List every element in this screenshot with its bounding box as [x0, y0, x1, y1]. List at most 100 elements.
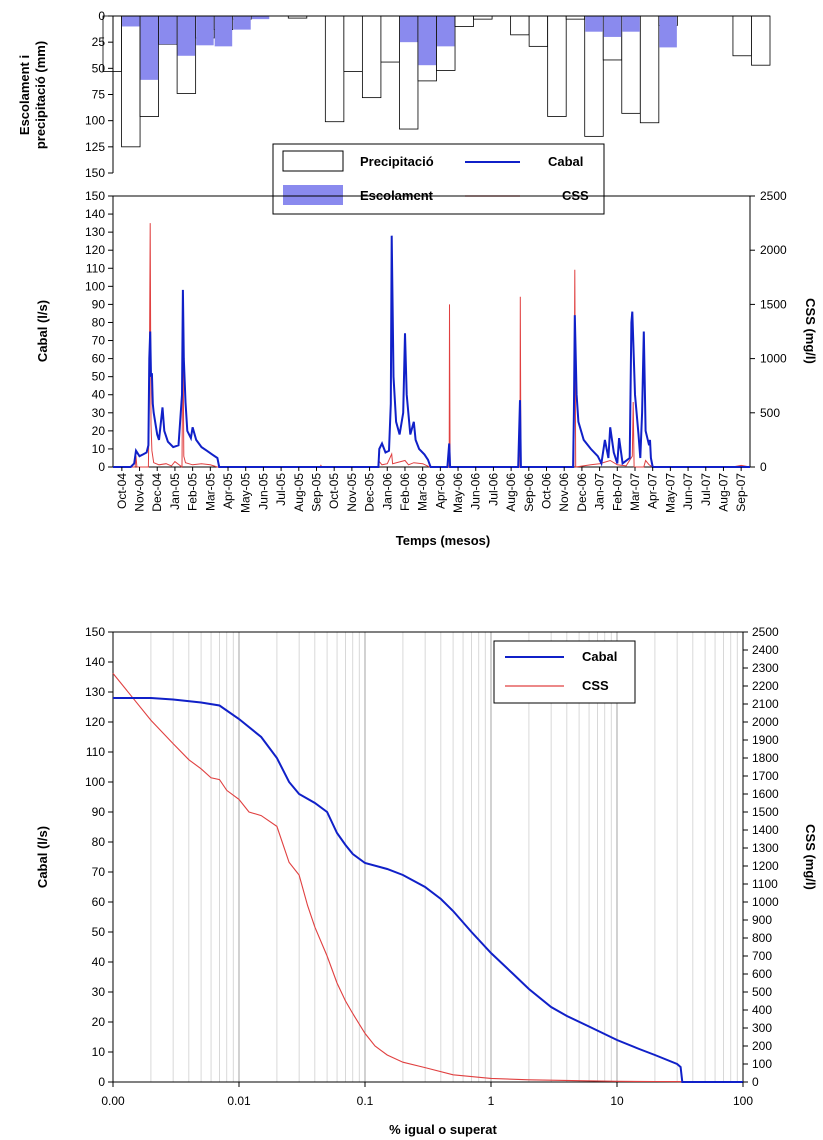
p2-xtick-label-21: Jul-06 — [486, 473, 500, 506]
p2-xtick-label-7: May-05 — [239, 473, 253, 513]
p2-xtick-label-19: May-06 — [451, 473, 465, 513]
runoff-bar-30 — [659, 16, 677, 48]
p3-ytick-label-11: 110 — [86, 745, 105, 759]
p3-ytick-label-7: 70 — [92, 865, 106, 879]
p2-ytick-label-14: 140 — [85, 207, 105, 221]
p3-ytick-label-2: 20 — [92, 1015, 106, 1029]
p3-ytick-r-label-17: 1700 — [752, 769, 779, 783]
p2-ytick-label-2: 20 — [92, 424, 106, 438]
p3-ytick-label-14: 140 — [85, 655, 105, 669]
p3-ytick-r-label-22: 2200 — [752, 679, 779, 693]
p2-ytick-label-6: 60 — [92, 352, 106, 366]
p3-legend-label-css: CSS — [582, 678, 609, 693]
p1-ytick-label-0: 0 — [98, 9, 105, 23]
p2-xtick-label-26: Dec-06 — [575, 473, 589, 512]
p1-ytick-label-3: 75 — [92, 88, 106, 102]
p2-ytick-label-12: 120 — [85, 243, 105, 257]
p2-ytick-label-3: 30 — [92, 406, 106, 420]
p1-ytick-label-4: 100 — [85, 114, 105, 128]
p3-xtick-label-1: 0.01 — [227, 1094, 251, 1108]
p2-xtick-label-3: Jan-05 — [168, 473, 182, 510]
p1-y-label-line2: precipitació (mm) — [33, 41, 48, 149]
p3-plot-frame — [112, 631, 744, 1083]
p3-ytick-r-label-1: 100 — [752, 1057, 772, 1071]
runoff-bar-16 — [399, 16, 418, 43]
p2-ytick-label-0: 0 — [98, 460, 105, 474]
runoff-bar-27 — [603, 16, 622, 37]
legend: Precipitació Cabal Escolament CSS — [272, 143, 605, 215]
p2-ytick-label-15: 150 — [85, 189, 105, 203]
precip-bar-35 — [751, 15, 771, 66]
runoff-bar-5 — [196, 16, 214, 46]
p3-ytick-r-label-15: 1500 — [752, 805, 779, 819]
p2-ytick-label-1: 10 — [92, 442, 106, 456]
p3-ytick-label-9: 90 — [92, 805, 106, 819]
p3-ytick-label-1: 10 — [92, 1045, 106, 1059]
precip-bar-12 — [324, 15, 345, 123]
runoff-bar-17 — [418, 16, 436, 66]
p3-css-curve — [112, 673, 744, 1083]
p2-y-label: Cabal (l/s) — [35, 300, 50, 362]
runoff-bar-18 — [437, 16, 455, 47]
p2-ytick-r-label-4: 2000 — [760, 243, 787, 257]
p2-xtick-label-14: Dec-05 — [363, 473, 377, 512]
p2-xtick-label-27: Jan-07 — [593, 473, 607, 510]
p3-ytick-label-8: 80 — [92, 835, 106, 849]
p2-xtick-label-31: May-07 — [663, 473, 677, 513]
runoff-bar-6 — [214, 16, 233, 47]
p3-xtick-label-5: 100 — [733, 1094, 753, 1108]
p2-xtick-label-33: Jul-07 — [699, 473, 713, 506]
p1-ytick-label-1: 25 — [92, 35, 106, 49]
precip-bar-14 — [361, 15, 382, 99]
p2-ytick-label-11: 110 — [86, 261, 105, 275]
p2-ytick-r-label-1: 500 — [760, 406, 780, 420]
precipitation-runoff-chart: 0 25 50 75 100 125 150 Escolament i precipitac… — [17, 9, 771, 215]
p1-y-label-line1: Escolament i — [17, 55, 32, 135]
p3-ytick-label-15: 150 — [85, 625, 105, 639]
precip-bar-13 — [343, 15, 363, 72]
p2-y-label-right: CSS (mg/l) — [803, 298, 818, 364]
p2-xtick-label-22: Aug-06 — [504, 473, 518, 512]
p3-ytick-r-label-21: 2100 — [752, 697, 779, 711]
p3-ytick-r-label-19: 1900 — [752, 733, 779, 747]
p1-ytick-label-5: 125 — [85, 140, 105, 154]
p3-ytick-r-label-8: 800 — [752, 931, 772, 945]
p2-ytick-label-4: 40 — [92, 388, 106, 402]
p3-x-label: % igual o superat — [389, 1122, 497, 1137]
p2-ytick-label-13: 130 — [85, 225, 105, 239]
p3-ytick-r-label-2: 200 — [752, 1039, 772, 1053]
p3-ytick-r-label-10: 1000 — [752, 895, 779, 909]
precip-bar-23 — [528, 15, 549, 47]
runoff-bar-2 — [140, 16, 159, 80]
legend-swatch-precipitacio — [282, 150, 344, 172]
p3-ytick-r-label-0: 0 — [752, 1075, 759, 1089]
cabal-series-line — [113, 235, 750, 468]
p3-xtick-label-0: 0.00 — [101, 1094, 125, 1108]
p2-xtick-label-4: Feb-05 — [186, 473, 200, 511]
p2-xtick-label-24: Oct-06 — [540, 473, 554, 509]
p2-xtick-label-20: Jun-06 — [469, 473, 483, 510]
css-series-line — [113, 223, 751, 469]
p3-legend: Cabal CSS — [493, 640, 636, 704]
runoff-bar-28 — [622, 16, 640, 32]
p3-y-label-right: CSS (mg/l) — [803, 824, 818, 890]
precip-bar-34 — [732, 15, 752, 57]
precip-bar-24 — [547, 15, 567, 117]
p3-ytick-label-4: 40 — [92, 955, 106, 969]
legend-swatch-escolament — [283, 185, 343, 205]
p2-ytick-label-8: 80 — [92, 315, 106, 329]
runoff-bar-8 — [251, 16, 270, 20]
runoff-bar-3 — [159, 16, 177, 45]
p3-ytick-label-0: 0 — [98, 1075, 105, 1089]
p3-xtick-label-2: 0.1 — [357, 1094, 374, 1108]
p3-cabal-curve — [113, 697, 743, 1083]
runoff-bar-1 — [122, 16, 140, 27]
p2-xtick-label-11: Sep-05 — [309, 473, 323, 512]
p3-ytick-r-label-12: 1200 — [752, 859, 779, 873]
p3-ytick-label-12: 120 — [85, 715, 105, 729]
p2-ytick-label-5: 50 — [92, 370, 106, 384]
p2-x-label: Temps (mesos) — [396, 533, 490, 548]
p2-xtick-label-13: Nov-05 — [345, 473, 359, 512]
p3-ytick-r-label-18: 1800 — [752, 751, 779, 765]
